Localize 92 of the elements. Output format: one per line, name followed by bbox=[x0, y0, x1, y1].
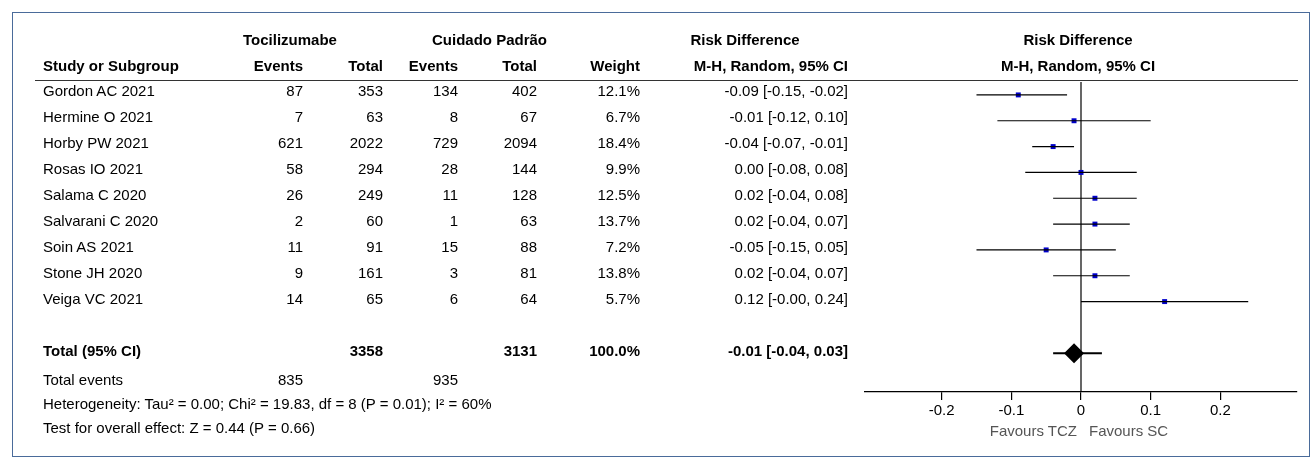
data-label: 11 bbox=[442, 186, 458, 204]
data-label: 0.02 [-0.04, 0.07] bbox=[734, 212, 848, 230]
data-label: 3 bbox=[449, 264, 458, 282]
x-tick-label: 0.1 bbox=[1140, 401, 1162, 419]
data-label: 60 bbox=[366, 212, 383, 230]
data-label: 9.9% bbox=[605, 160, 640, 178]
data-label: 100.0% bbox=[589, 342, 640, 360]
category-label: Total events bbox=[43, 371, 124, 389]
text: Heterogeneity: Tau² = 0.00; Chi² = 19.83, df = 8 (P = 0.01); I² = 60% bbox=[43, 395, 492, 413]
data-label: 2 bbox=[294, 212, 303, 230]
data-label: 63 bbox=[520, 212, 537, 230]
data-label: 7.2% bbox=[605, 238, 640, 256]
data-label: 11 bbox=[287, 238, 303, 256]
data-label: 87 bbox=[286, 82, 303, 100]
x-tick-label: 0 bbox=[1076, 401, 1086, 419]
data-label: 2022 bbox=[349, 134, 383, 152]
text: Total bbox=[348, 57, 383, 75]
x-tick-label: 0.2 bbox=[1209, 401, 1231, 419]
chart-subtitle: M-H, Random, 95% CI bbox=[1000, 57, 1156, 75]
text: Weight bbox=[590, 57, 640, 75]
data-label: 91 bbox=[366, 238, 383, 256]
data-label: 26 bbox=[286, 186, 303, 204]
data-label: 5.7% bbox=[605, 290, 640, 308]
data-label: 935 bbox=[432, 371, 458, 389]
data-label: 621 bbox=[277, 134, 303, 152]
data-label: 13.8% bbox=[597, 264, 640, 282]
data-label: 12.1% bbox=[597, 82, 640, 100]
data-label: 13.7% bbox=[597, 212, 640, 230]
text: Cuidado Padrão bbox=[432, 31, 548, 49]
text: Tocilizumabe bbox=[243, 31, 337, 49]
data-label: 7 bbox=[294, 108, 303, 126]
data-label: 1 bbox=[449, 212, 458, 230]
data-label: -0.05 [-0.15, 0.05] bbox=[729, 238, 848, 256]
data-label: 0.02 [-0.04, 0.07] bbox=[734, 264, 848, 282]
data-label: 144 bbox=[511, 160, 537, 178]
data-label: 65 bbox=[366, 290, 383, 308]
data-label: 128 bbox=[511, 186, 537, 204]
data-label: 0.02 [-0.04, 0.08] bbox=[734, 186, 848, 204]
data-label: -0.09 [-0.15, -0.02] bbox=[724, 82, 848, 100]
data-label: 729 bbox=[432, 134, 458, 152]
text: Risk Difference bbox=[690, 31, 800, 49]
data-label: 6.7% bbox=[605, 108, 640, 126]
data-label: 3358 bbox=[349, 342, 383, 360]
data-label: 3131 bbox=[503, 342, 537, 360]
text: Test for overall effect: Z = 0.44 (P = 0.66) bbox=[43, 419, 316, 437]
data-label: 8 bbox=[449, 108, 458, 126]
data-label: 9 bbox=[294, 264, 303, 282]
data-label: 28 bbox=[441, 160, 458, 178]
data-label: 14 bbox=[286, 290, 303, 308]
category-label: Salama C 2020 bbox=[43, 186, 147, 204]
data-label: -0.04 [-0.07, -0.01] bbox=[724, 134, 848, 152]
data-label: 294 bbox=[357, 160, 383, 178]
x-tick-label: -0.2 bbox=[928, 401, 955, 419]
data-label: 12.5% bbox=[597, 186, 640, 204]
data-label: 402 bbox=[511, 82, 537, 100]
data-label: -0.01 [-0.12, 0.10] bbox=[729, 108, 848, 126]
data-label: 161 bbox=[357, 264, 383, 282]
data-label: 134 bbox=[432, 82, 458, 100]
category-label: Horby PW 2021 bbox=[43, 134, 149, 152]
data-label: 353 bbox=[357, 82, 383, 100]
text: M-H, Random, 95% CI bbox=[693, 57, 848, 75]
category-label: Salvarani C 2020 bbox=[43, 212, 159, 230]
category-label: Hermine O 2021 bbox=[43, 108, 154, 126]
text: Events bbox=[253, 57, 303, 75]
data-label: 81 bbox=[520, 264, 537, 282]
text: Favours TCZ bbox=[989, 422, 1077, 440]
data-label: 0.12 [-0.00, 0.24] bbox=[734, 290, 848, 308]
category-label: Total (95% CI) bbox=[43, 342, 142, 360]
data-label: 0.00 [-0.08, 0.08] bbox=[734, 160, 848, 178]
text: Events bbox=[408, 57, 458, 75]
data-label: 88 bbox=[520, 238, 537, 256]
category-label: Stone JH 2020 bbox=[43, 264, 143, 282]
data-label: 249 bbox=[357, 186, 383, 204]
data-label: -0.01 [-0.04, 0.03] bbox=[727, 342, 848, 360]
data-label: 15 bbox=[441, 238, 458, 256]
data-label: 64 bbox=[520, 290, 537, 308]
data-label: 835 bbox=[277, 371, 303, 389]
x-tick-label: -0.1 bbox=[998, 401, 1025, 419]
data-label: 58 bbox=[286, 160, 303, 178]
category-label: Soin AS 2021 bbox=[43, 238, 134, 256]
data-label: 18.4% bbox=[597, 134, 640, 152]
category-label: Rosas IO 2021 bbox=[43, 160, 144, 178]
data-label: 6 bbox=[449, 290, 458, 308]
text: Favours SC bbox=[1089, 422, 1169, 440]
text: Study or Subgroup bbox=[43, 57, 179, 75]
text: Total bbox=[502, 57, 537, 75]
data-label: 2094 bbox=[503, 134, 537, 152]
data-label: 67 bbox=[520, 108, 537, 126]
chart-title: Risk Difference bbox=[1023, 31, 1133, 49]
data-label: 63 bbox=[366, 108, 383, 126]
category-label: Veiga VC 2021 bbox=[43, 290, 144, 308]
category-label: Gordon AC 2021 bbox=[43, 82, 155, 100]
